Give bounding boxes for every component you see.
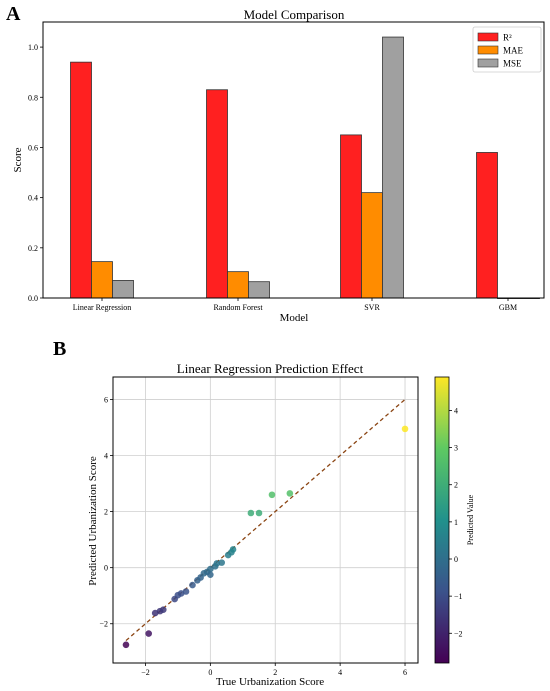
legend-swatch: [477, 45, 499, 55]
y-tick-label: 0: [104, 564, 108, 573]
x-tick-label: 0: [208, 668, 212, 677]
scatter-point: [218, 559, 225, 566]
bar-r2-2: [340, 134, 362, 299]
colorbar-label: Predicted Value: [466, 494, 475, 545]
scatter-chart: Linear Regression Prediction Effect True…: [87, 361, 475, 688]
colorbar-tick-label: −2: [454, 629, 463, 638]
scatter-chart-ticks: −2 −2 0 0 2 2 4 4 6 6: [99, 395, 407, 677]
colorbar-tick-label: −1: [454, 592, 463, 601]
scatter-point: [182, 588, 190, 595]
colorbar-tick-label: 0: [454, 555, 458, 564]
colorbar-tick-label: 4: [454, 406, 458, 415]
scatter-chart-y-axis-label: Predicted Urbanization Score: [87, 456, 99, 586]
x-tick-label: Linear Regression: [73, 303, 131, 312]
scatter-point: [207, 565, 214, 573]
scatter-point: [247, 509, 255, 517]
x-tick-label: GBM: [499, 303, 517, 312]
bar-mae-1: [227, 271, 249, 299]
x-tick-label: −2: [141, 668, 150, 677]
x-tick-label: 6: [403, 668, 407, 677]
colorbar: [434, 376, 450, 664]
scatter-point: [122, 641, 130, 649]
colorbar-tick-label: 2: [454, 481, 458, 490]
bar-mse-2: [382, 36, 404, 299]
legend-label: MSE: [503, 59, 522, 69]
x-tick-label: 2: [273, 668, 277, 677]
scatter-chart-plot-frame: [112, 376, 419, 664]
legend-label: MAE: [503, 46, 524, 56]
y-tick-label: 1.0: [28, 43, 38, 52]
scatter-point: [268, 491, 276, 499]
bar-chart-title: Model Comparison: [244, 7, 345, 22]
bar-r2-1: [206, 89, 228, 299]
bar-r2-0: [70, 61, 92, 299]
scatter-point: [189, 581, 196, 589]
scatter-point: [255, 509, 263, 517]
x-tick-label: SVR: [364, 303, 380, 312]
colorbar-tick-label: 1: [454, 518, 458, 527]
legend-swatch: [477, 32, 499, 42]
y-tick-label: 4: [104, 452, 108, 461]
panel-letter-a: A: [6, 3, 21, 25]
colorbar-tick-label: 3: [454, 444, 458, 453]
scatter-points: [122, 425, 409, 649]
bar-chart-ticks: 0.0 0.2 0.4 0.6 0.8 1.0 Linear Regression Rando…: [28, 43, 517, 312]
scatter-point: [159, 606, 167, 614]
scatter-point: [145, 630, 152, 637]
scatter-point: [207, 571, 214, 578]
scatter-point: [401, 425, 409, 433]
bar-series-group: [70, 36, 540, 300]
bar-mse-1: [248, 281, 270, 299]
y-tick-label: 0.2: [28, 244, 38, 253]
scatter-point: [229, 546, 237, 553]
reference-line: [125, 398, 406, 642]
y-tick-label: 0.0: [28, 294, 38, 303]
scatter-point: [286, 490, 294, 497]
y-tick-label: 6: [104, 395, 108, 404]
legend-label: R²: [503, 33, 512, 43]
colorbar-ticks: −2 −1 0 1 2 3 4: [449, 406, 463, 638]
y-tick-label: 2: [104, 508, 108, 517]
bar-r2-3: [476, 152, 498, 299]
bar-chart: Model Comparison Model Score 0.00.20.40.…: [12, 7, 545, 324]
y-tick-label: −2: [99, 620, 108, 629]
x-tick-label: 4: [338, 668, 342, 677]
bar-mae-0: [91, 261, 113, 299]
panel-letter-b: B: [53, 338, 66, 360]
bar-mae-2: [361, 192, 383, 299]
scatter-chart-title: Linear Regression Prediction Effect: [177, 361, 364, 376]
legend-swatch: [477, 58, 499, 68]
scatter-chart-x-axis-label: True Urbanization Score: [216, 676, 324, 688]
bar-chart-x-axis-label: Model: [280, 312, 309, 324]
y-tick-label: 0.8: [28, 93, 38, 102]
y-tick-label: 0.4: [28, 194, 38, 203]
scatter-chart-grid: [113, 377, 418, 663]
y-tick-label: 0.6: [28, 143, 38, 152]
bar-chart-y-axis-label: Score: [12, 147, 24, 172]
bar-chart-plot-frame: [42, 21, 545, 299]
x-tick-label: Random Forest: [213, 303, 263, 312]
scatter-point: [213, 560, 221, 567]
bar-chart-legend: R² MAE MSE: [472, 26, 542, 73]
bar-mse-0: [112, 280, 134, 299]
